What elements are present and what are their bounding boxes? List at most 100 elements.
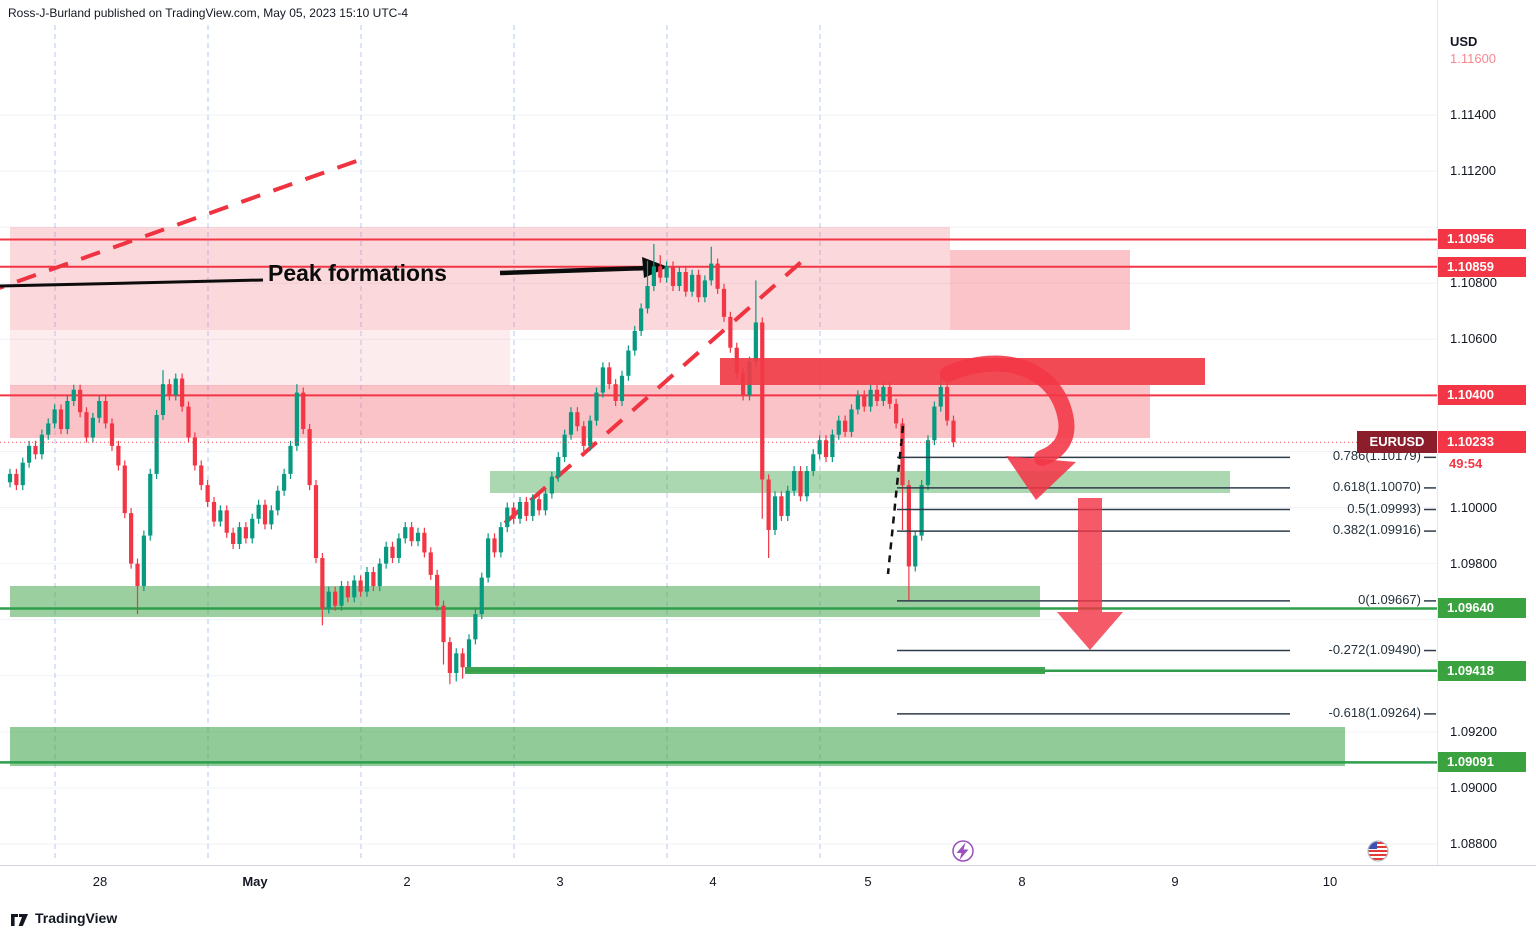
time-axis-label: 2 (403, 874, 411, 889)
price-axis-label: 1.11200 (1450, 163, 1497, 179)
candle-body (180, 378, 185, 407)
candle-body (275, 490, 280, 511)
candle-body (855, 395, 860, 410)
candle-body (39, 434, 44, 455)
price-axis-label: 1.08800 (1450, 836, 1497, 851)
curved-down-arrowhead (1006, 456, 1076, 500)
candle-body (294, 392, 299, 446)
candle-body (173, 378, 178, 396)
candle-body (20, 462, 25, 486)
candle-body (900, 423, 905, 486)
candle-body (919, 485, 924, 536)
candle-body (492, 538, 497, 553)
candle-body (403, 527, 408, 539)
level-price-badge: 1.09091 (1438, 752, 1526, 773)
candle-body (804, 471, 809, 497)
demand-zone-11007 (490, 471, 1230, 493)
down-arrow-shaft (1078, 498, 1102, 612)
price-axis-label: 1.10000 (1450, 499, 1497, 515)
candle-body (760, 322, 765, 480)
candle-body (109, 423, 115, 446)
candle-body (116, 445, 121, 466)
fib-level-label[interactable]: 0.618(1.10070) (1332, 478, 1421, 494)
attribution-text: Ross-J-Burland published on TradingView.… (8, 6, 408, 20)
price-axis-label: 1.11600 (1450, 50, 1497, 66)
candle-body (951, 420, 956, 443)
price-axis[interactable]: USD 1.11600 1.11400 1.11200 1.10800 1.10600 1… (1437, 0, 1536, 865)
candle-body (460, 653, 465, 668)
candle-body (607, 367, 612, 385)
tradingview-watermark[interactable]: TradingView (10, 908, 117, 928)
candle-body (925, 440, 931, 486)
level-price-badge: 1.10956 (1438, 229, 1526, 250)
tradingview-logo-icon (11, 913, 28, 926)
fib-level-label[interactable]: -0.618(1.09264) (1328, 704, 1421, 720)
candle-body (537, 499, 542, 511)
candle-body (772, 496, 778, 530)
time-axis[interactable]: 28 May 2 3 4 5 8 9 10 (0, 865, 1536, 935)
us-flag-icon[interactable] (1368, 841, 1388, 861)
candle-body (7, 473, 13, 483)
level-price-badge: 1.10400 (1438, 385, 1526, 406)
candle-body (435, 574, 440, 606)
candle-body (817, 440, 822, 455)
bolt-glyph (956, 842, 969, 860)
candle-body (122, 465, 127, 514)
candle-body (466, 639, 472, 668)
price-axis-label: 1.09200 (1450, 723, 1497, 739)
candle-body (753, 322, 758, 362)
candle-body (333, 591, 338, 606)
candle-body (282, 473, 287, 491)
candle-body (71, 389, 76, 401)
candle-body (549, 476, 554, 494)
fib-level-label[interactable]: 0.382(1.09916) (1332, 522, 1421, 538)
candle-body (626, 350, 631, 376)
candle-body (913, 535, 918, 567)
candle-body (792, 471, 797, 491)
candle-body (358, 580, 363, 592)
time-axis-label: 8 (1018, 874, 1026, 889)
level-price-badge: 1.09640 (1438, 598, 1526, 619)
candle-body (46, 423, 51, 435)
fib-level-label[interactable]: 0.5(1.09993) (1347, 500, 1421, 516)
price-axis-label: 1.11400 (1450, 107, 1497, 122)
candle-body (371, 572, 376, 587)
candle-body (339, 586, 344, 606)
candle-body (530, 499, 535, 516)
candle-body (129, 513, 134, 564)
candle-body (218, 510, 223, 522)
candle-body (84, 412, 89, 438)
price-axis-label: 1.10600 (1450, 331, 1497, 347)
price-chart-canvas[interactable] (0, 0, 1437, 865)
time-axis-label: 4 (709, 874, 717, 889)
candle-body (313, 485, 319, 559)
watermark-label: TradingView (35, 910, 118, 926)
peak-pointer-arrow (499, 265, 649, 276)
candle-body (562, 434, 567, 458)
candle-body (58, 409, 64, 430)
candle-body (709, 263, 714, 281)
support-bar-10942 (465, 667, 1045, 674)
candle-body (568, 412, 574, 435)
candle-body (103, 400, 108, 424)
fib-level-label[interactable]: -0.272(1.09490) (1328, 641, 1421, 657)
candle-body (352, 580, 357, 598)
candle-body (473, 614, 478, 640)
candle-body (811, 454, 816, 472)
candle-body (651, 266, 656, 287)
candle-body (906, 485, 911, 567)
candle-body (167, 384, 172, 396)
supply-zone-pale (10, 330, 510, 386)
time-axis-label: 10 (1322, 874, 1338, 889)
time-axis-label: 5 (864, 874, 872, 889)
candle-body (364, 572, 370, 592)
candle-body (320, 558, 325, 609)
fib-level-label[interactable]: 0(1.09667) (1358, 591, 1421, 607)
candle-body (256, 504, 261, 519)
bar-countdown: 49:54 (1449, 456, 1483, 471)
candle-body (600, 367, 605, 393)
candle-body (798, 471, 803, 497)
time-axis-label: 9 (1171, 874, 1179, 889)
candle-body (785, 490, 790, 516)
candle-body (498, 527, 503, 553)
